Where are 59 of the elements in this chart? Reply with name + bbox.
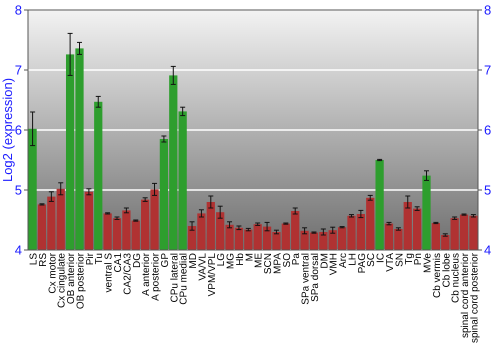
x-tick-label: Tg bbox=[404, 253, 415, 265]
x-tick-label: Pn bbox=[413, 253, 424, 266]
x-tick-label: Cb nucleus bbox=[450, 253, 462, 304]
y2-tick-label: 5 bbox=[484, 182, 492, 198]
x-tick-label: Cb lobe bbox=[441, 252, 452, 288]
x-tick-label: GP bbox=[160, 252, 171, 268]
y-tick-label: 5 bbox=[14, 182, 22, 198]
x-tick-label: VA/VL bbox=[197, 252, 208, 281]
x-tick-label: CPu medial bbox=[178, 253, 190, 305]
x-tick-label: LH bbox=[347, 253, 358, 266]
x-tick-label: M bbox=[244, 253, 256, 262]
x-tick-label: LS bbox=[28, 252, 40, 266]
y-tick-label: 8 bbox=[14, 2, 22, 18]
x-tick-label: Pa bbox=[291, 252, 302, 266]
x-tick-label: Cb vermis bbox=[432, 253, 443, 298]
x-tick-label: ventral S bbox=[104, 252, 115, 292]
y2-tick-label: 4 bbox=[484, 242, 492, 258]
x-tick-label: A anterior bbox=[141, 252, 152, 296]
y2-tick-label: 7 bbox=[484, 62, 492, 78]
x-tick-label: VTA bbox=[384, 252, 396, 272]
x-tick-label: SN bbox=[394, 253, 406, 267]
x-tick-label: SPa dorsal bbox=[310, 253, 321, 302]
x-tick-label: Pir bbox=[84, 252, 96, 266]
x-tick-label: SO bbox=[282, 252, 293, 268]
x-tick-label: Arc bbox=[338, 253, 350, 268]
x-tick-label: MVe bbox=[422, 252, 434, 274]
y-axis-title: Log2 (expression) bbox=[0, 78, 15, 182]
x-tick-label: OB posterior bbox=[75, 252, 86, 310]
x-tick-label: ME bbox=[254, 252, 265, 268]
x-tick-label: SC bbox=[366, 253, 378, 267]
x-tick-label: CPu lateral bbox=[169, 253, 180, 302]
y-tick-label: 4 bbox=[14, 242, 22, 258]
x-tick-label: spinal cord posterior bbox=[469, 252, 480, 344]
x-tick-label: CA2/CA3 bbox=[122, 252, 134, 295]
x-tick-label: RS bbox=[38, 252, 49, 267]
x-tick-label: SCN bbox=[263, 253, 274, 274]
x-tick-label: Tu bbox=[94, 253, 106, 264]
x-tick-label: MD bbox=[188, 253, 200, 269]
x-tick-label: OB anterior bbox=[66, 252, 78, 304]
x-tick-label: Hb bbox=[234, 252, 246, 266]
x-tick-label: DG bbox=[132, 252, 143, 268]
x-tick-label: A posterior bbox=[150, 252, 162, 301]
y2-tick-label: 6 bbox=[484, 122, 492, 138]
y-tick-label: 7 bbox=[14, 62, 22, 78]
x-tick-label: MPA bbox=[272, 252, 284, 274]
x-tick-label: spinal cord anterior bbox=[460, 252, 472, 338]
y2-tick-label: 8 bbox=[484, 2, 492, 18]
x-tick-label: VPM/VPL bbox=[206, 252, 218, 296]
x-tick-label: DM bbox=[319, 253, 330, 269]
x-tick-label: LG bbox=[216, 252, 228, 266]
x-tick-label: CA1 bbox=[113, 252, 124, 272]
x-tick-label: IC bbox=[376, 253, 387, 263]
x-tick-label: Cx motor bbox=[47, 252, 58, 294]
x-tick-label: VMH bbox=[328, 253, 340, 276]
x-tick-label: Cx cingulate bbox=[56, 252, 68, 308]
x-tick-label: SPa ventral bbox=[300, 253, 312, 305]
x-tick-label: PAG bbox=[356, 252, 368, 274]
x-tick-label: MG bbox=[226, 252, 237, 270]
y-tick-label: 6 bbox=[14, 122, 22, 138]
